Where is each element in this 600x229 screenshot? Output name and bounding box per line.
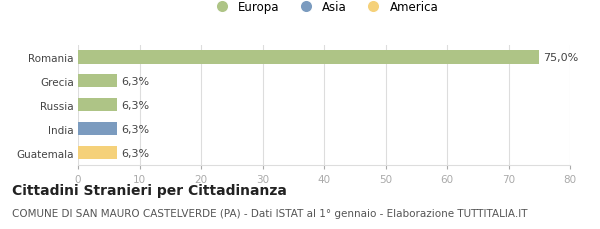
Bar: [78, 146, 117, 159]
Legend: Europa, Asia, America: Europa, Asia, America: [205, 0, 443, 19]
Text: 6,3%: 6,3%: [121, 148, 149, 158]
Bar: [78, 75, 117, 88]
Text: COMUNE DI SAN MAURO CASTELVERDE (PA) - Dati ISTAT al 1° gennaio - Elaborazione T: COMUNE DI SAN MAURO CASTELVERDE (PA) - D…: [12, 208, 527, 218]
Bar: [78, 99, 117, 112]
Text: 6,3%: 6,3%: [121, 76, 149, 87]
Bar: [78, 51, 539, 64]
Text: 6,3%: 6,3%: [121, 100, 149, 110]
Bar: [78, 123, 117, 136]
Text: 6,3%: 6,3%: [121, 124, 149, 134]
Text: 75,0%: 75,0%: [544, 53, 579, 63]
Text: Cittadini Stranieri per Cittadinanza: Cittadini Stranieri per Cittadinanza: [12, 183, 287, 197]
